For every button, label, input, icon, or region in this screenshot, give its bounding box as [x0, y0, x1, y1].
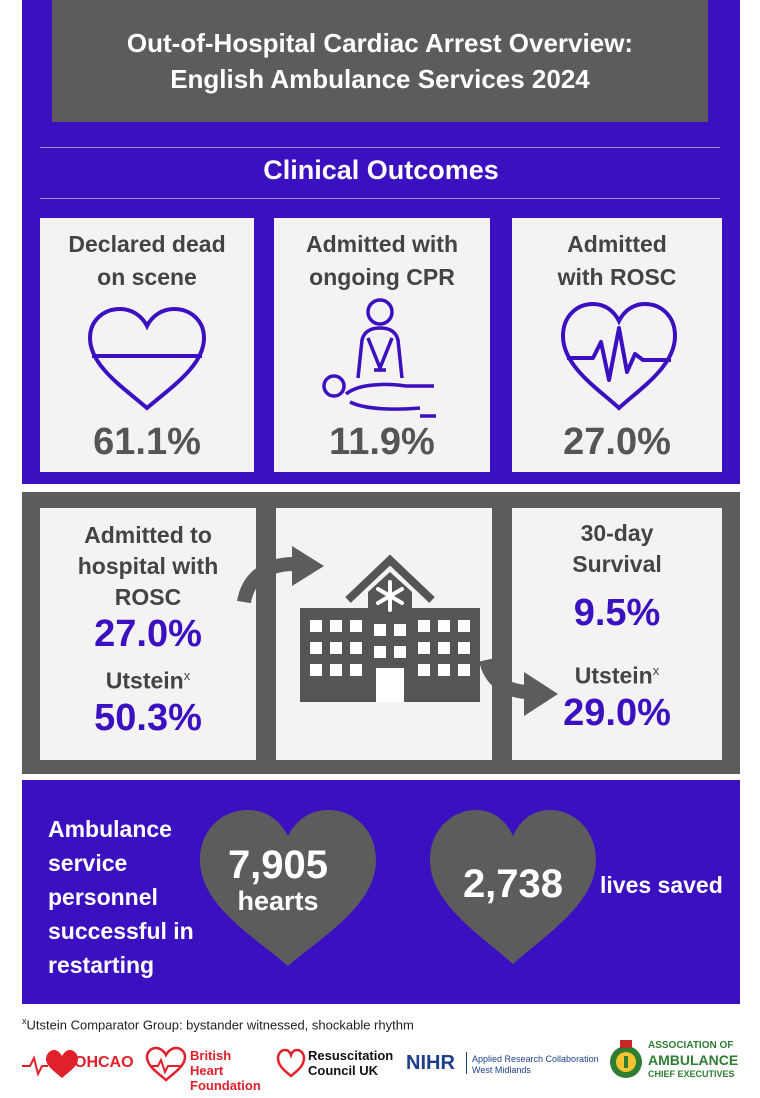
outcome-value: 27.0% — [563, 421, 671, 463]
utstein-label: Utstein — [105, 667, 184, 694]
aace-text: ASSOCIATION OF AMBULANCE CHIEF EXECUTIVE… — [648, 1040, 738, 1080]
title-line-1: Out-of-Hospital Cardiac Arrest Overview: — [126, 28, 634, 58]
nihr-line: Applied Research Collaboration — [472, 1054, 599, 1064]
outcome-label: with ROSC — [557, 264, 677, 290]
personnel-line: successful in — [48, 918, 194, 944]
page-title: Out-of-Hospital Cardiac Arrest Overview:… — [52, 0, 708, 122]
aace-line: ASSOCIATION OF — [648, 1040, 734, 1051]
survival-value: 9.5% — [573, 592, 661, 634]
heart-icon — [430, 810, 596, 964]
impact-panel — [22, 780, 740, 1004]
superscript: x — [652, 663, 660, 678]
card-label: 30-day — [580, 520, 654, 546]
outcome-label: Admitted — [567, 231, 667, 257]
ohcao-text: OHCAO — [74, 1054, 134, 1071]
nihr-logo: NIHR Applied Research Collaboration West… — [406, 1048, 602, 1084]
arrow-right-icon — [237, 546, 324, 604]
ohcao-logo: OHCAO — [22, 1044, 134, 1084]
divider — [40, 198, 720, 199]
section-title: Clinical Outcomes — [263, 155, 499, 185]
lives-label: lives saved — [600, 872, 723, 898]
bhf-text: British Heart Foundation — [190, 1048, 268, 1093]
card-label: Survival — [572, 551, 662, 577]
rc-line: Resuscitation — [308, 1048, 394, 1063]
personnel-text: Ambulance service personnel successful i… — [48, 812, 208, 982]
personnel-line: service — [48, 850, 128, 876]
admitted-rosc-value: 27.0% — [94, 613, 202, 655]
rc-line: Council UK — [308, 1063, 379, 1078]
rc-text: Resuscitation Council UK — [308, 1048, 393, 1078]
personnel-line: Ambulance — [48, 816, 172, 842]
asterisk-icon — [376, 580, 404, 612]
bhf-line: Foundation — [190, 1078, 261, 1093]
personnel-line: personnel — [48, 884, 158, 910]
survival-card: 30-day Survival 9.5% Utsteinx 29.0% — [512, 508, 722, 760]
card-label: Admitted to — [84, 522, 212, 548]
outcome-label: ongoing CPR — [309, 264, 455, 290]
superscript: x — [183, 668, 191, 683]
heart-half-icon — [87, 306, 207, 411]
cpr-icon — [322, 298, 436, 418]
outcome-value: 11.9% — [329, 421, 435, 463]
footnote: xUtstein Comparator Group: bystander wit… — [22, 1016, 414, 1032]
aace-line: CHIEF EXECUTIVES — [648, 1069, 735, 1079]
outcome-card-declared-dead: Declared dead on scene 61.1% — [40, 218, 254, 472]
lives-value: 2,738 — [462, 862, 564, 906]
admitted-utstein-value: 50.3% — [94, 696, 202, 739]
title-line-2: English Ambulance Services 2024 — [170, 64, 590, 94]
aace-line: AMBULANCE — [648, 1052, 739, 1068]
outcome-value: 61.1% — [93, 421, 201, 463]
heart-outline-icon — [145, 1046, 187, 1082]
divider — [40, 147, 720, 148]
arrow-right-icon — [480, 658, 558, 716]
divider — [466, 1052, 467, 1074]
crest-icon — [610, 1040, 642, 1078]
survival-utstein-value: 29.0% — [563, 691, 671, 734]
aace-logo: ASSOCIATION OF AMBULANCE CHIEF EXECUTIVE… — [608, 1036, 752, 1084]
outcome-label: Admitted with — [305, 231, 459, 257]
heart-outline-icon — [276, 1048, 306, 1078]
resuscitation-council-logo: Resuscitation Council UK — [276, 1044, 402, 1084]
outcome-label: Declared dead — [68, 231, 226, 257]
admitted-rosc-card: Admitted to hospital with ROSC 27.0% Uts… — [40, 508, 256, 760]
hospital-card — [276, 508, 492, 760]
footnote-marker: x — [22, 1016, 27, 1026]
outcome-card-rosc: Admitted with ROSC 27.0% — [512, 218, 722, 472]
utstein-label: Utstein — [574, 662, 653, 689]
heart-ecg-icon — [22, 1050, 78, 1078]
footnote-text: Utstein Comparator Group: bystander witn… — [26, 1017, 414, 1033]
card-label: hospital with — [77, 553, 219, 579]
hospital-icon — [300, 554, 480, 702]
outcome-card-ongoing-cpr: Admitted with ongoing CPR 11.9% — [274, 218, 490, 472]
bhf-line: British Heart — [190, 1048, 232, 1078]
nihr-line: West Midlands — [472, 1065, 531, 1075]
nihr-subtext: Applied Research Collaboration West Midl… — [472, 1054, 599, 1076]
hearts-value: 7,905 — [227, 843, 329, 887]
card-label: ROSC — [114, 584, 182, 610]
bhf-logo: British Heart Foundation — [144, 1044, 268, 1093]
heart-icon — [200, 810, 376, 966]
heart-pulse-icon — [560, 301, 678, 411]
nihr-text: NIHR — [406, 1052, 455, 1074]
personnel-line: restarting — [48, 952, 155, 978]
outcome-label: on scene — [97, 264, 197, 290]
hearts-stat: 7,905 hearts — [196, 844, 360, 916]
hearts-label: hearts — [237, 886, 319, 916]
